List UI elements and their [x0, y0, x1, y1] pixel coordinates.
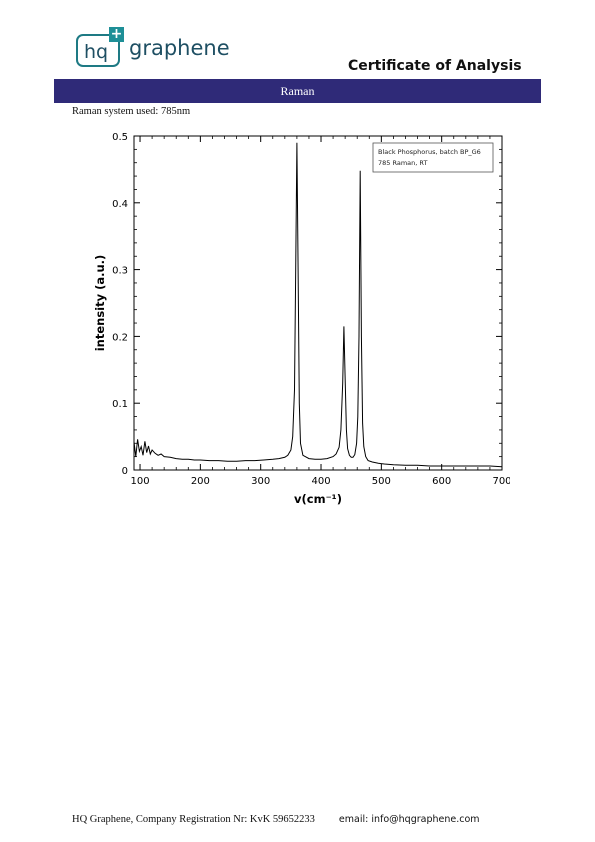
x-tick-label: 600: [432, 476, 451, 487]
footer-email: email: info@hqgraphene.com: [338, 814, 480, 825]
plot-area: [133, 135, 503, 471]
legend-line-1: Black Phosphorus, batch BP_G6: [378, 148, 481, 156]
y-tick-label: 0.4: [112, 199, 128, 210]
logo-name: graphene: [129, 36, 230, 60]
y-tick-label: 0.2: [112, 332, 128, 343]
legend-line-2: 785 Raman, RT: [378, 159, 427, 167]
x-tick-label: 100: [130, 476, 149, 487]
section-title: Raman: [280, 84, 315, 98]
logo-mark: hq: [84, 41, 109, 63]
y-axis-label: intensity (a.u.): [93, 255, 107, 352]
y-tick-label: 0: [122, 466, 128, 477]
plus-icon: +: [109, 26, 124, 42]
company-logo: hq + graphene: [76, 27, 236, 71]
spectrum-line: [133, 142, 503, 468]
section-header-bar: Raman: [54, 79, 541, 103]
x-axis-ticks: 100 200 300 400 500 600 700: [130, 136, 510, 487]
chart-frame: [133, 135, 503, 471]
x-tick-label: 500: [372, 476, 391, 487]
x-tick-label: 700: [492, 476, 510, 487]
y-tick-label: 0.1: [112, 399, 128, 410]
document-title: Certificate of Analysis: [348, 58, 522, 74]
footer-company: HQ Graphene, Company Registration Nr: Kv…: [72, 814, 315, 825]
x-tick-label: 200: [191, 476, 210, 487]
legend-box: [372, 142, 494, 173]
x-tick-label: 400: [311, 476, 330, 487]
raman-system-line: Raman system used: 785nm: [72, 106, 191, 117]
x-tick-label: 300: [251, 476, 270, 487]
y-tick-label: 0.3: [112, 266, 128, 277]
legend: Black Phosphorus, batch BP_G6 785 Raman,…: [372, 142, 494, 173]
page-footer: HQ Graphene, Company Registration Nr: Kv…: [72, 809, 572, 827]
logo-box: hq: [76, 34, 120, 67]
y-axis-ticks: 0 0.1 0.2 0.3 0.4 0.5: [112, 132, 502, 477]
x-axis-label: v(cm⁻¹): [294, 492, 342, 506]
raman-spectrum-chart: 0 0.1 0.2 0.3 0.4 0.5 100 200 300 400 500 600 700 i…: [93, 132, 510, 506]
y-tick-label: 0.5: [112, 132, 128, 143]
